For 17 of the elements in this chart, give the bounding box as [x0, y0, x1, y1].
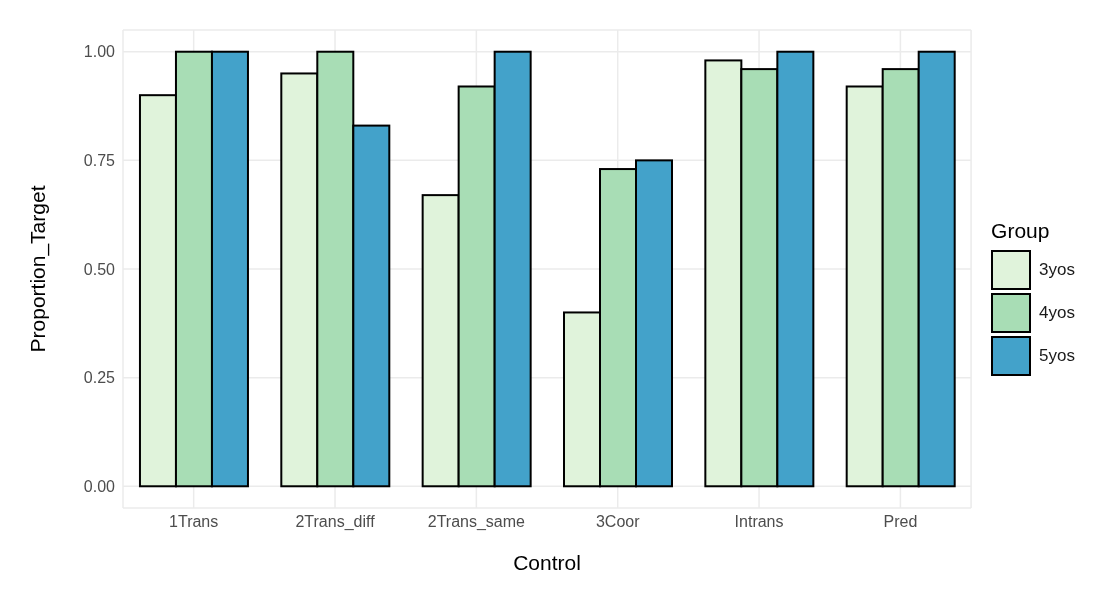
x-tick-label: 3Coor	[595, 513, 641, 531]
legend-label: 3yos	[1039, 260, 1075, 280]
x-tick-label: 1Trans	[169, 513, 219, 531]
x-tick-label: 2Trans_same	[427, 513, 526, 532]
y-tick-label: 0.75	[83, 152, 116, 170]
legend-title: Group	[991, 218, 1051, 243]
x-tick-label: Pred	[883, 513, 918, 531]
x-axis-title: Control	[513, 551, 581, 574]
legend-label: 4yos	[1039, 303, 1075, 323]
x-tick-label: 2Trans_diff	[295, 513, 376, 532]
y-tick-label: 0.25	[83, 369, 116, 387]
y-tick-label: 1.00	[83, 43, 116, 61]
legend-label: 5yos	[1039, 346, 1075, 366]
y-tick-label: 0.00	[83, 477, 116, 495]
y-tick-label: 0.50	[83, 260, 116, 278]
y-axis-title: Proportion_Target	[26, 185, 51, 353]
x-tick-label: Intrans	[734, 513, 784, 531]
